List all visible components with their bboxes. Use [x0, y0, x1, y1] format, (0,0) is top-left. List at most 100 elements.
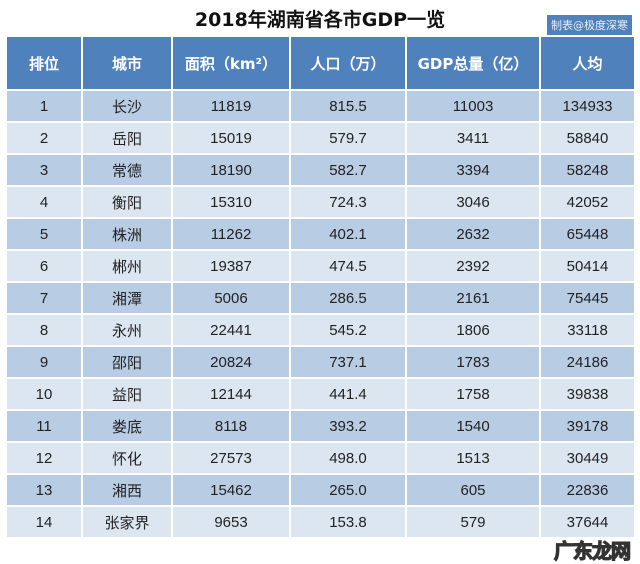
cell-area: 11819 — [173, 91, 289, 121]
table-row: 4 衡阳 15310 724.3 3046 42052 — [7, 187, 634, 217]
cell-city: 湘潭 — [83, 283, 171, 313]
cell-gdp: 2632 — [407, 219, 539, 249]
table-row: 12 怀化 27573 498.0 1513 30449 — [7, 443, 634, 473]
cell-area: 27573 — [173, 443, 289, 473]
cell-rank: 3 — [7, 155, 81, 185]
table-row: 9 邵阳 20824 737.1 1783 24186 — [7, 347, 634, 377]
cell-gdp: 579 — [407, 507, 539, 537]
header-per-capita: 人均 — [541, 37, 634, 89]
table-row: 2 岳阳 15019 579.7 3411 58840 — [7, 123, 634, 153]
cell-per-capita: 50414 — [541, 251, 634, 281]
cell-gdp: 3394 — [407, 155, 539, 185]
cell-rank: 11 — [7, 411, 81, 441]
cell-area: 15019 — [173, 123, 289, 153]
cell-area: 5006 — [173, 283, 289, 313]
cell-rank: 8 — [7, 315, 81, 345]
cell-rank: 10 — [7, 379, 81, 409]
cell-city: 张家界 — [83, 507, 171, 537]
header-rank: 排位 — [7, 37, 81, 89]
cell-gdp: 1540 — [407, 411, 539, 441]
cell-per-capita: 37644 — [541, 507, 634, 537]
cell-population: 441.4 — [291, 379, 405, 409]
cell-area: 20824 — [173, 347, 289, 377]
cell-area: 22441 — [173, 315, 289, 345]
cell-rank: 13 — [7, 475, 81, 505]
cell-population: 402.1 — [291, 219, 405, 249]
cell-city: 衡阳 — [83, 187, 171, 217]
cell-area: 15462 — [173, 475, 289, 505]
cell-city: 湘西 — [83, 475, 171, 505]
cell-population: 153.8 — [291, 507, 405, 537]
table-row: 7 湘潭 5006 286.5 2161 75445 — [7, 283, 634, 313]
cell-area: 18190 — [173, 155, 289, 185]
cell-per-capita: 24186 — [541, 347, 634, 377]
cell-gdp: 2161 — [407, 283, 539, 313]
cell-gdp: 11003 — [407, 91, 539, 121]
cell-per-capita: 58248 — [541, 155, 634, 185]
cell-rank: 5 — [7, 219, 81, 249]
cell-city: 邵阳 — [83, 347, 171, 377]
credit-label: 制表@极度深寒 — [547, 15, 632, 35]
cell-gdp: 2392 — [407, 251, 539, 281]
cell-area: 19387 — [173, 251, 289, 281]
cell-rank: 4 — [7, 187, 81, 217]
header-city: 城市 — [83, 37, 171, 89]
cell-population: 498.0 — [291, 443, 405, 473]
cell-city: 永州 — [83, 315, 171, 345]
cell-gdp: 1806 — [407, 315, 539, 345]
cell-rank: 6 — [7, 251, 81, 281]
cell-per-capita: 65448 — [541, 219, 634, 249]
cell-gdp: 1758 — [407, 379, 539, 409]
cell-city: 常德 — [83, 155, 171, 185]
cell-rank: 12 — [7, 443, 81, 473]
cell-rank: 2 — [7, 123, 81, 153]
cell-population: 724.3 — [291, 187, 405, 217]
cell-per-capita: 42052 — [541, 187, 634, 217]
cell-city: 郴州 — [83, 251, 171, 281]
cell-rank: 1 — [7, 91, 81, 121]
table-row: 10 益阳 12144 441.4 1758 39838 — [7, 379, 634, 409]
table-row: 13 湘西 15462 265.0 605 22836 — [7, 475, 634, 505]
cell-per-capita: 39178 — [541, 411, 634, 441]
cell-per-capita: 75445 — [541, 283, 634, 313]
cell-city: 怀化 — [83, 443, 171, 473]
table-row: 6 郴州 19387 474.5 2392 50414 — [7, 251, 634, 281]
cell-per-capita: 22836 — [541, 475, 634, 505]
cell-per-capita: 58840 — [541, 123, 634, 153]
cell-per-capita: 39838 — [541, 379, 634, 409]
cell-city: 株洲 — [83, 219, 171, 249]
cell-gdp: 3411 — [407, 123, 539, 153]
cell-gdp: 1783 — [407, 347, 539, 377]
cell-rank: 9 — [7, 347, 81, 377]
header-gdp: GDP总量（亿） — [407, 37, 539, 89]
cell-population: 815.5 — [291, 91, 405, 121]
cell-population: 286.5 — [291, 283, 405, 313]
table-title: 2018年湖南省各市GDP一览 — [194, 9, 446, 31]
header-population: 人口（万） — [291, 37, 405, 89]
table-row: 5 株洲 11262 402.1 2632 65448 — [7, 219, 634, 249]
cell-population: 579.7 — [291, 123, 405, 153]
cell-population: 393.2 — [291, 411, 405, 441]
cell-population: 545.2 — [291, 315, 405, 345]
cell-per-capita: 33118 — [541, 315, 634, 345]
cell-area: 8118 — [173, 411, 289, 441]
cell-city: 长沙 — [83, 91, 171, 121]
cell-city: 益阳 — [83, 379, 171, 409]
cell-area: 12144 — [173, 379, 289, 409]
cell-rank: 7 — [7, 283, 81, 313]
cell-gdp: 605 — [407, 475, 539, 505]
cell-population: 737.1 — [291, 347, 405, 377]
cell-area: 9653 — [173, 507, 289, 537]
table-row: 11 娄底 8118 393.2 1540 39178 — [7, 411, 634, 441]
cell-per-capita: 134933 — [541, 91, 634, 121]
cell-population: 474.5 — [291, 251, 405, 281]
cell-gdp: 1513 — [407, 443, 539, 473]
gdp-table: 排位 城市 面积（km²） 人口（万） GDP总量（亿） 人均 1 长沙 11819 815.5… — [5, 35, 636, 539]
cell-gdp: 3046 — [407, 187, 539, 217]
cell-rank: 14 — [7, 507, 81, 537]
header-area: 面积（km²） — [173, 37, 289, 89]
cell-population: 582.7 — [291, 155, 405, 185]
cell-per-capita: 30449 — [541, 443, 634, 473]
table-row: 3 常德 18190 582.7 3394 58248 — [7, 155, 634, 185]
header-row: 排位 城市 面积（km²） 人口（万） GDP总量（亿） 人均 — [7, 37, 634, 89]
